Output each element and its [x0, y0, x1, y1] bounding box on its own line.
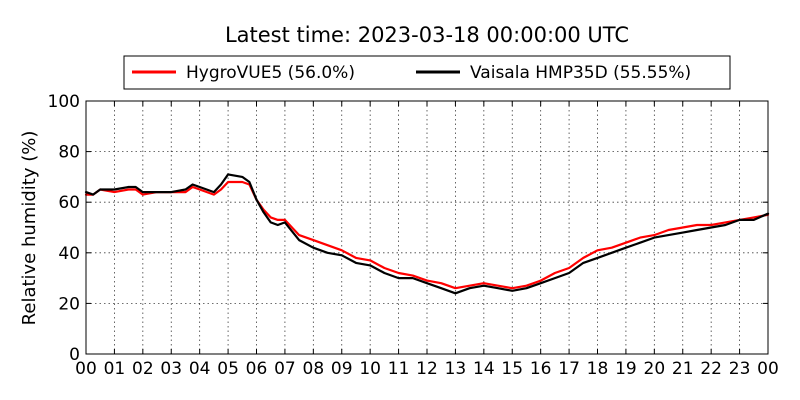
series-line-vaisala: [84, 173, 770, 295]
x-tick-label: 20: [644, 359, 666, 379]
x-tick-label: 00: [757, 359, 779, 379]
legend-label-vaisala: Vaisala HMP35D (55.55%): [470, 63, 691, 83]
x-tick-label: 15: [501, 359, 523, 379]
y-tick-label: 20: [58, 294, 80, 314]
x-tick-label: 22: [700, 359, 722, 379]
x-tick-label: 17: [558, 359, 580, 379]
x-tick-label: 23: [729, 359, 751, 379]
x-tick-label: 07: [274, 359, 296, 379]
x-tick-label: 13: [445, 359, 467, 379]
x-tick-label: 04: [189, 359, 211, 379]
y-tick-label: 0: [69, 345, 80, 365]
legend: HygroVUE5 (56.0%) Vaisala HMP35D (55.55%…: [123, 55, 731, 90]
grid-layer: [86, 101, 768, 354]
x-tick-label: 10: [359, 359, 381, 379]
x-tick-label: 02: [132, 359, 154, 379]
x-tick-label: 06: [246, 359, 268, 379]
y-axis-label: Relative humidity (%): [19, 131, 40, 326]
x-tick-label: 00: [75, 359, 97, 379]
x-tick-label: 19: [615, 359, 637, 379]
series-line-hygrovue5: [84, 180, 770, 290]
series-layer: [84, 173, 770, 295]
x-tick-label: 03: [160, 359, 182, 379]
y-tick-label: 100: [48, 92, 80, 112]
x-tick-label: 12: [416, 359, 438, 379]
x-tick-label: 08: [303, 359, 325, 379]
x-tick-label: 09: [331, 359, 353, 379]
x-tick-label: 05: [217, 359, 239, 379]
x-tick-label: 21: [672, 359, 694, 379]
x-tick-label: 14: [473, 359, 495, 379]
chart-title: Latest time: 2023-03-18 00:00:00 UTC: [225, 23, 629, 47]
y-tick-label: 60: [58, 193, 80, 213]
x-tick-label: 11: [388, 359, 410, 379]
y-tick-label: 80: [58, 143, 80, 163]
x-tick-label: 01: [104, 359, 126, 379]
x-tick-label: 18: [587, 359, 609, 379]
legend-label-hygrovue5: HygroVUE5 (56.0%): [186, 63, 355, 83]
x-tick-label: 16: [530, 359, 552, 379]
tick-layer: 00 01 02 03 04 05 06 07 08 09 10 11 12 13 14 15 16 17 18 19…: [48, 92, 779, 379]
y-tick-label: 40: [58, 244, 80, 264]
